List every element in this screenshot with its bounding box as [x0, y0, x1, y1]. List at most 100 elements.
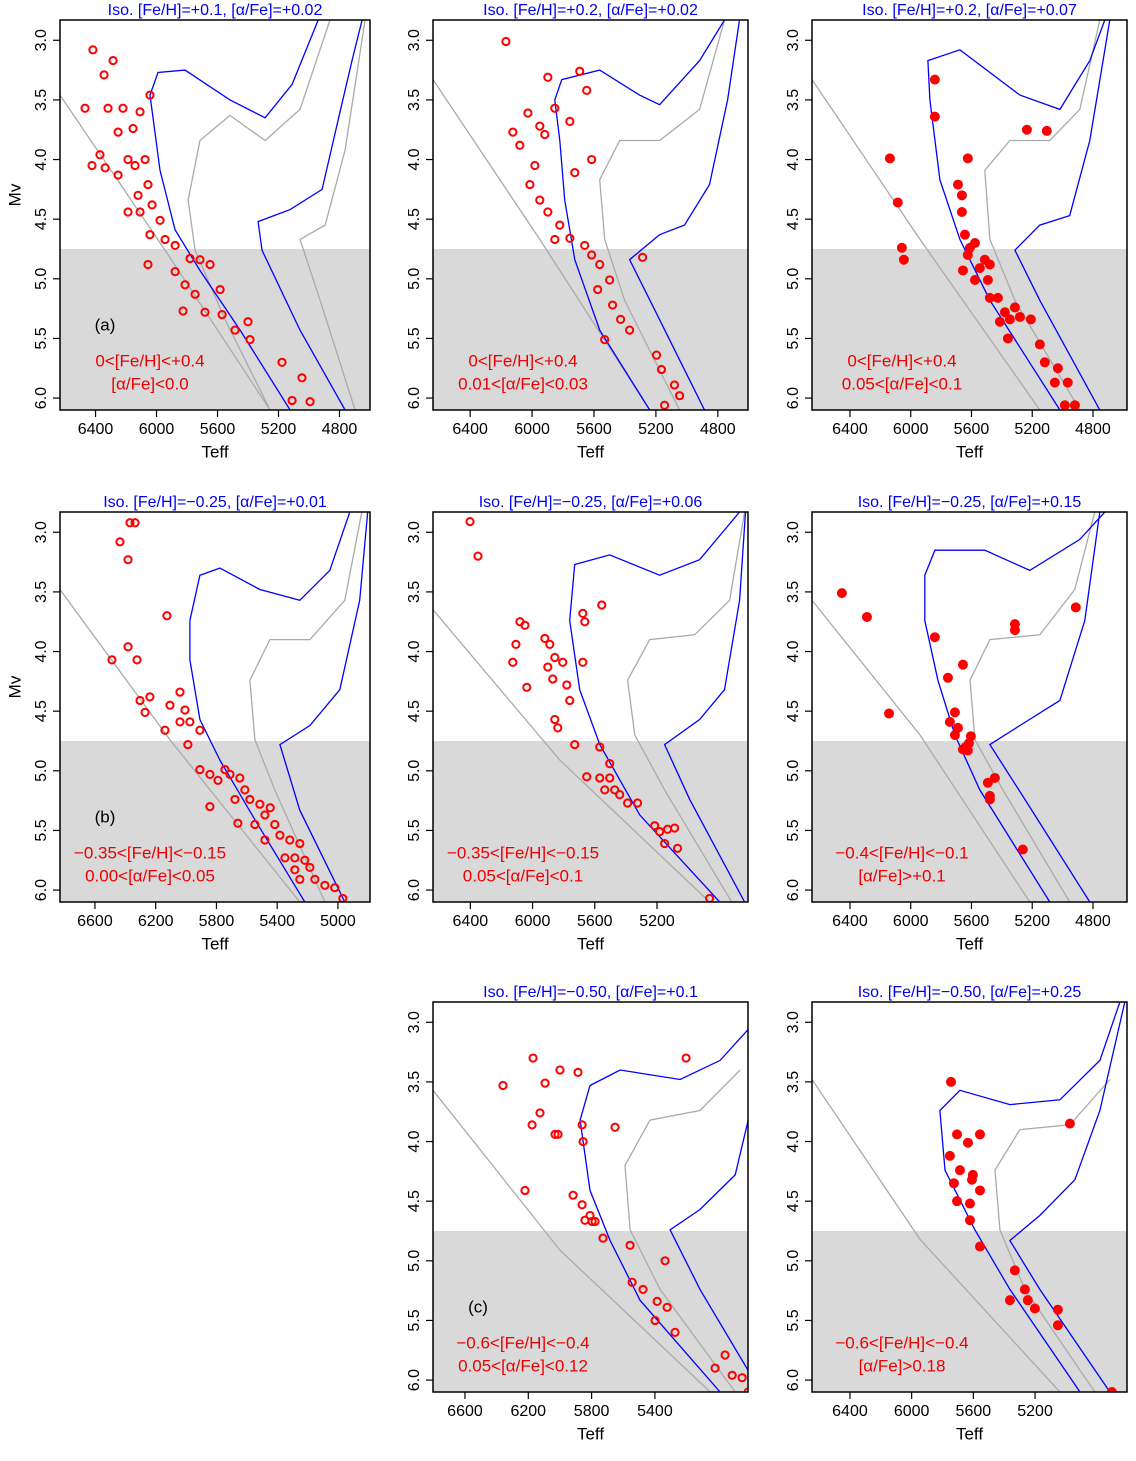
selection-note: [α/Fe]<0.0: [111, 374, 188, 393]
star-point: [515, 140, 525, 150]
star-point: [948, 1178, 959, 1189]
star-point: [1009, 625, 1020, 636]
star-point: [575, 66, 585, 76]
y-tick-label: 5.5: [406, 1309, 423, 1331]
star-point: [1049, 377, 1060, 388]
y-tick-label: 3.5: [33, 89, 50, 111]
star-point: [511, 639, 521, 649]
star-point: [290, 865, 300, 875]
panel-title: Iso. [Fe/H]=−0.25, [α/Fe]=+0.15: [858, 494, 1082, 511]
star-point: [720, 1350, 730, 1360]
star-point: [595, 259, 605, 270]
star-point: [737, 1373, 747, 1383]
star-point: [320, 880, 330, 890]
x-tick-label: 5600: [200, 421, 236, 438]
star-point: [650, 821, 660, 831]
y-tick-label: 5.0: [406, 1250, 423, 1272]
star-point: [498, 1080, 508, 1091]
selection-note: 0.01<[α/Fe]<0.03: [458, 374, 588, 393]
x-tick-label: 5600: [954, 913, 990, 930]
x-tick-label: 5600: [577, 913, 613, 930]
isochrone: [433, 1089, 711, 1392]
star-point: [260, 835, 270, 845]
star-point: [929, 74, 940, 85]
star-point: [1052, 1304, 1063, 1315]
star-point: [570, 168, 580, 178]
panel: 3.0 3.5 4.0 4.5 5.0 5.5 6.0 6600 6200 5800 5400 500…: [5, 494, 371, 953]
star-point: [965, 731, 976, 742]
star-point: [175, 717, 185, 727]
star-point: [1064, 1118, 1075, 1129]
star-point: [205, 259, 215, 270]
isochrone: [579, 1028, 748, 1392]
star-point: [255, 799, 265, 809]
x-tick-label: 6000: [139, 421, 175, 438]
star-point: [582, 772, 592, 782]
y-tick-label: 5.0: [33, 268, 50, 290]
x-tick-label: 4800: [322, 421, 358, 438]
panel: 3.0 3.5 4.0 4.5 5.0 5.5 6.0 6400 6000 5600 5200 Tef…: [406, 494, 749, 953]
star-point: [605, 275, 615, 285]
star-point: [99, 70, 109, 80]
plot-frame: [432, 1001, 749, 1393]
isochrone: [628, 20, 741, 410]
star-point: [520, 620, 530, 630]
star-point: [577, 1200, 587, 1210]
star-point: [535, 195, 545, 205]
star-point: [587, 154, 597, 165]
star-point: [952, 1129, 963, 1140]
star-point: [508, 657, 518, 667]
star-point: [180, 705, 190, 715]
star-point: [280, 853, 290, 863]
x-axis-label: Teff: [956, 1424, 983, 1443]
isochrone: [60, 589, 301, 902]
star-point: [545, 639, 555, 649]
star-point: [540, 129, 550, 140]
star-point: [338, 893, 348, 902]
star-point: [550, 652, 560, 663]
x-tick-label: 5800: [574, 1403, 610, 1420]
y-tick-label: 4.5: [785, 1190, 802, 1212]
star-point: [669, 823, 680, 833]
star-point: [305, 397, 315, 407]
star-point: [568, 1190, 578, 1200]
y-tick-label: 6.0: [33, 879, 50, 901]
star-point: [974, 263, 985, 274]
star-point: [1002, 333, 1013, 344]
star-point: [215, 284, 225, 295]
star-point: [145, 90, 155, 100]
star-point: [185, 253, 195, 264]
star-point: [123, 555, 133, 565]
star-point: [896, 242, 907, 253]
panel-title: Iso. [Fe/H]=−0.50, [α/Fe]=+0.1: [483, 984, 698, 1001]
star-point: [652, 1296, 662, 1306]
selection-note: 0<[Fe/H]<+0.4: [847, 351, 956, 370]
star-point: [1069, 400, 1080, 410]
star-point: [704, 893, 715, 902]
x-tick-label: 4800: [1075, 913, 1111, 930]
selection-note: −0.35<[Fe/H]<−0.15: [74, 843, 226, 862]
plot-area: [812, 20, 1127, 410]
star-point: [550, 103, 560, 113]
star-point: [944, 1150, 955, 1161]
star-point: [959, 229, 970, 240]
star-point: [984, 259, 995, 270]
star-point: [992, 292, 1003, 303]
star-point: [525, 179, 535, 190]
star-point: [178, 306, 188, 316]
star-point: [143, 179, 153, 190]
star-point: [597, 600, 607, 610]
star-point: [108, 55, 118, 66]
star-point: [710, 1363, 720, 1373]
isochrone: [812, 599, 1031, 902]
star-point: [605, 759, 615, 769]
x-tick-label: 6400: [832, 421, 868, 438]
star-point: [669, 380, 680, 390]
x-tick-label: 6000: [894, 1403, 930, 1420]
y-tick-label: 6.0: [406, 1369, 423, 1391]
star-point: [1059, 400, 1070, 410]
y-tick-label: 6.0: [785, 1369, 802, 1391]
x-tick-label: 6600: [77, 913, 113, 930]
star-point: [982, 275, 993, 285]
